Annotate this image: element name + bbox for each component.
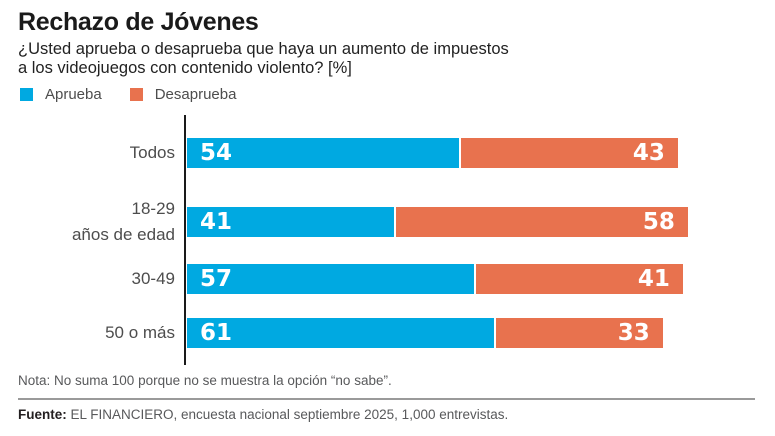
chart-title: Rechazo de Jóvenes [18,8,259,36]
note-text: Nota: No suma 100 porque no se muestra l… [18,373,392,388]
source-detail: EL FINANCIERO, encuesta nacional septiem… [70,407,509,422]
bar-value-desaprueba: 43 [632,140,665,166]
bar-value-aprueba: 41 [200,209,233,235]
bar-chart: Todos 54 43 18-29 años de edad 41 58 30-49 57 41 5… [0,115,775,365]
legend-swatch-aprueba [20,88,33,101]
chart-subtitle: ¿Usted aprueba o desaprueba que haya un … [18,40,509,77]
category-label: 50 o más [0,320,175,346]
category-label-line: Todos [129,143,175,162]
category-label-line: 18-29 [131,199,175,218]
category-label-line: años de edad [71,225,175,244]
bar-value-desaprueba: 41 [637,266,670,292]
bar-value-desaprueba: 33 [617,320,650,346]
legend-item-aprueba: Aprueba [20,86,102,103]
legend-label-desaprueba: Desaprueba [154,86,237,103]
legend-label-aprueba: Aprueba [45,86,102,103]
bar-value-aprueba: 61 [200,320,233,346]
chart-subtitle-line1: ¿Usted aprueba o desaprueba que haya un … [18,40,509,58]
bar-value-desaprueba: 58 [642,209,675,235]
bar-segment-desaprueba: 41 [476,264,683,294]
category-label-line: 30-49 [131,269,175,288]
bar-value-aprueba: 54 [200,140,233,166]
source-text: Fuente: EL FINANCIERO, encuesta nacional… [18,407,508,422]
bar-segment-aprueba: 61 [187,318,495,348]
legend: Aprueba Desaprueba [20,86,236,103]
legend-swatch-desaprueba [129,88,143,101]
source-label: Fuente: [18,407,67,422]
divider [18,398,755,400]
bar-segment-aprueba: 41 [187,207,394,237]
bar-segment-desaprueba: 43 [461,138,678,168]
bar-segment-aprueba: 57 [187,264,475,294]
y-axis-line [184,115,186,365]
chart-subtitle-line2: a los videojuegos con contenido violento… [18,58,352,77]
legend-item-desaprueba: Desaprueba [129,86,237,103]
bar-segment-desaprueba: 58 [395,207,688,237]
bar-value-aprueba: 57 [200,266,233,292]
category-label: 18-29 años de edad [0,196,175,248]
bar-segment-aprueba: 54 [187,138,460,168]
category-label: 30-49 [0,266,175,292]
category-label: Todos [0,140,175,166]
bar-segment-desaprueba: 33 [496,318,663,348]
category-label-line: 50 o más [105,323,175,342]
